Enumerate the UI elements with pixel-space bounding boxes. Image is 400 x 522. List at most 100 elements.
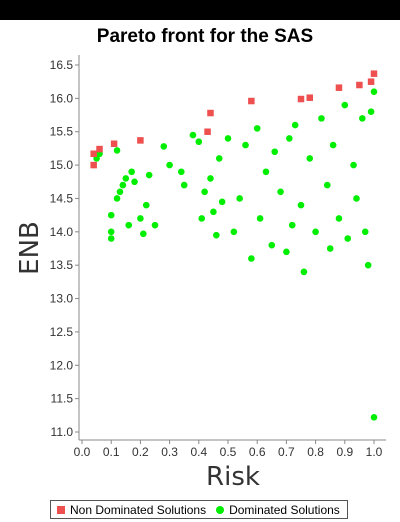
x-axis-ticks: 0.0 0.1 0.2 0.3 0.4 0.5 0.6 0.7 0.8 0.9 1.0 (74, 440, 383, 459)
dominated-point (297, 201, 305, 209)
dominated-point (277, 188, 284, 196)
plot-area (79, 55, 386, 440)
dominated-point (248, 255, 255, 262)
dominated-point (145, 171, 153, 179)
dominated-point (353, 195, 360, 202)
non-dominated-point (110, 140, 118, 147)
x-tick-label: 0.6 (249, 445, 266, 459)
dominated-point (166, 161, 173, 169)
dominated-point (113, 195, 121, 202)
legend-item-dominated: Dominated Solutions (216, 503, 340, 517)
dominated-point (189, 131, 197, 139)
dominated-point (370, 414, 378, 421)
square-marker-icon (57, 505, 65, 514)
dominated-point (256, 215, 264, 222)
chart-title: Pareto front for the SAS (97, 26, 313, 47)
dominated-point (350, 161, 357, 169)
dominated-point (329, 141, 337, 149)
dominated-point (160, 143, 168, 150)
dominated-point (113, 147, 121, 154)
dominated-point (364, 261, 372, 269)
dominated-point (236, 195, 243, 202)
y-tick-label: 16.0 (50, 91, 74, 105)
non-dominated-point (137, 137, 144, 144)
y-tick-label: 14.0 (50, 225, 74, 239)
dominated-point (271, 148, 279, 156)
dominated-point (210, 208, 217, 216)
y-axis-label: ENB (15, 221, 45, 275)
x-tick-label: 1.0 (366, 445, 383, 459)
dominated-point (283, 248, 290, 256)
dominated-point (140, 230, 147, 238)
dominated-point (151, 221, 159, 229)
dominated-point (125, 221, 133, 229)
non-dominated-point (248, 97, 255, 105)
legend-label: Dominated Solutions (229, 502, 340, 517)
non-dominated-point (370, 70, 378, 77)
circle-marker-icon (216, 505, 225, 514)
x-axis-label: Risk (206, 462, 260, 492)
top-bar (0, 0, 400, 20)
dominated-point (253, 125, 261, 132)
dominated-point (326, 245, 334, 252)
dominated-point (119, 181, 127, 189)
dominated-point (180, 181, 188, 189)
x-tick-label: 0.1 (103, 445, 120, 459)
dominated-point (344, 235, 352, 242)
non-dominated-point (297, 95, 305, 103)
y-tick-label: 15.0 (50, 158, 74, 172)
dominated-point (359, 115, 366, 122)
y-tick-label: 15.5 (50, 125, 74, 139)
dominated-point (142, 201, 150, 209)
dominated-point (300, 268, 308, 276)
data-points (90, 70, 378, 421)
dominated-point (116, 188, 124, 196)
non-dominated-point (306, 94, 314, 101)
dominated-point (218, 198, 226, 206)
legend: Non Dominated Solutions Dominated Soluti… (50, 500, 348, 519)
non-dominated-point (335, 84, 343, 91)
dominated-point (262, 168, 270, 176)
dominated-point (107, 228, 115, 236)
y-tick-label: 14.5 (50, 191, 74, 205)
dominated-point (215, 155, 223, 162)
dominated-point (288, 221, 296, 229)
y-tick-label: 16.5 (50, 58, 74, 72)
dominated-point (318, 115, 325, 122)
legend-item-non-dominated: Non Dominated Solutions (57, 503, 206, 517)
non-dominated-point (96, 145, 103, 153)
y-tick-label: 12.5 (50, 325, 74, 339)
dominated-point (177, 168, 185, 176)
y-tick-label: 11.0 (51, 425, 74, 439)
dominated-point (201, 188, 208, 196)
non-dominated-point (367, 78, 375, 85)
x-tick-label: 0.5 (220, 445, 237, 459)
dominated-point (131, 178, 138, 186)
non-dominated-point (90, 150, 97, 157)
dominated-point (370, 88, 378, 95)
dominated-point (323, 181, 331, 189)
y-tick-label: 12.0 (50, 358, 74, 372)
dominated-point (268, 241, 276, 249)
dominated-point (341, 101, 349, 109)
x-tick-label: 0.7 (278, 445, 295, 459)
y-tick-label: 11.5 (51, 392, 74, 406)
dominated-point (242, 141, 249, 149)
dominated-point (367, 108, 375, 116)
dominated-point (122, 175, 130, 182)
dominated-point (335, 215, 343, 222)
dominated-point (224, 135, 232, 142)
x-tick-label: 0.4 (190, 445, 207, 459)
dominated-point (107, 235, 115, 242)
dominated-point (213, 231, 220, 239)
non-dominated-point (207, 109, 214, 117)
x-tick-label: 0.0 (74, 445, 91, 459)
dominated-point (286, 135, 293, 142)
dominated-point (306, 155, 314, 162)
x-tick-label: 0.3 (161, 445, 178, 459)
x-tick-label: 0.8 (307, 445, 324, 459)
dominated-point (195, 138, 203, 146)
dominated-point (291, 121, 299, 129)
non-dominated-point (204, 128, 211, 135)
